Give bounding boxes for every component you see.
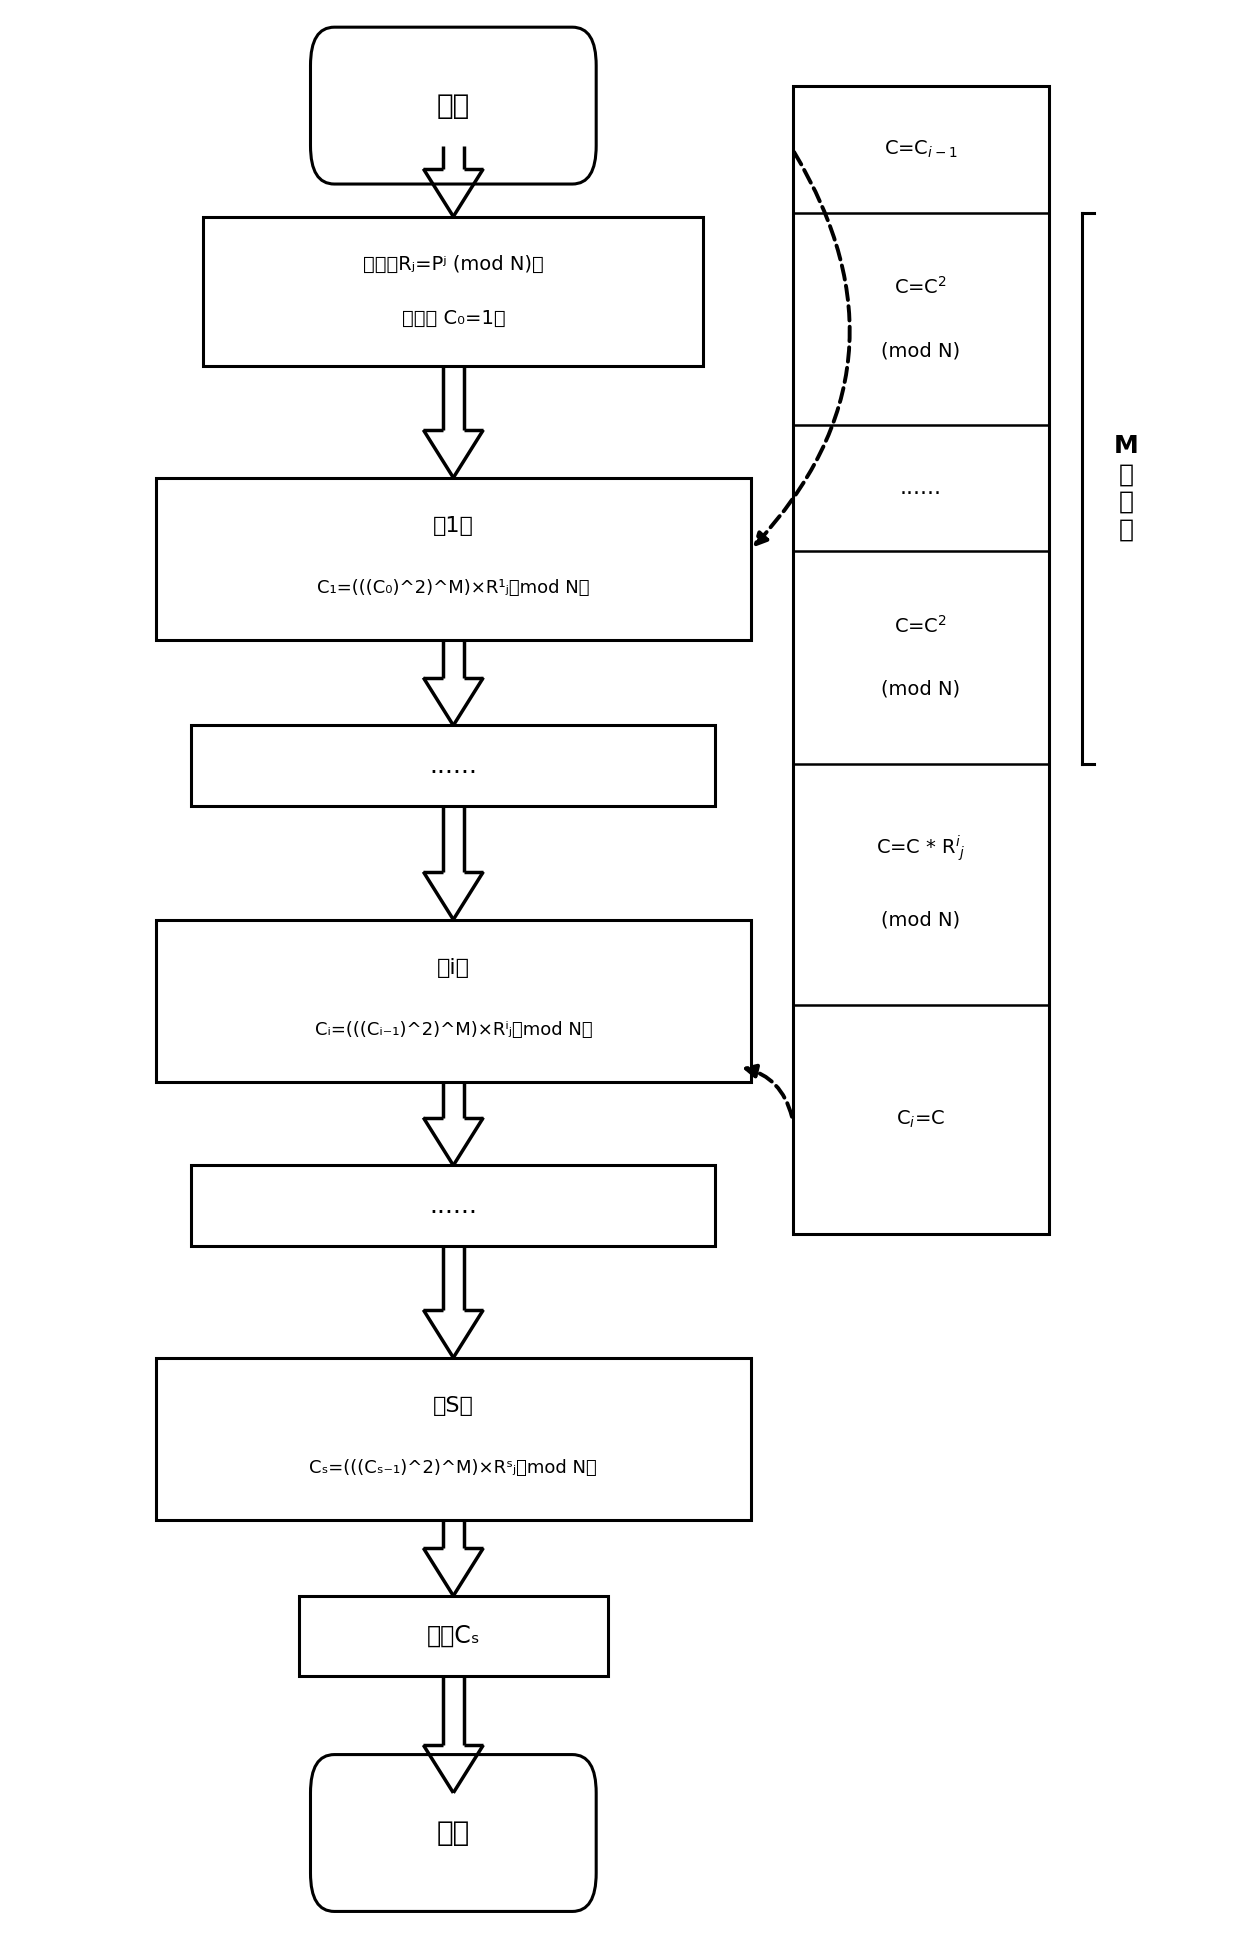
Text: (mod N): (mod N) [880,679,960,699]
Bar [191,726,715,806]
Text: C₁=(((C₀)^2)^M)×R¹ⱼ（mod N）: C₁=(((C₀)^2)^M)×R¹ⱼ（mod N） [317,580,589,597]
Text: 第i轮: 第i轮 [436,958,470,978]
FancyBboxPatch shape [310,1755,596,1911]
Bar [299,1597,608,1677]
Text: 开始: 开始 [436,92,470,119]
Bar [156,478,751,640]
Bar [156,1359,751,1521]
Text: 第1轮: 第1轮 [433,517,474,537]
Text: 第S轮: 第S轮 [433,1396,474,1417]
FancyArrowPatch shape [746,1066,792,1117]
Text: Cₛ=(((Cₛ₋₁)^2)^M)×Rˢⱼ（mod N）: Cₛ=(((Cₛ₋₁)^2)^M)×Rˢⱼ（mod N） [310,1460,598,1478]
Text: Cᵢ=(((Cᵢ₋₁)^2)^M)×Rⁱⱼ（mod N）: Cᵢ=(((Cᵢ₋₁)^2)^M)×Rⁱⱼ（mod N） [315,1021,593,1038]
Text: C=C * R$^i$$_j$: C=C * R$^i$$_j$ [875,834,966,863]
Bar [156,919,751,1081]
Text: (mod N): (mod N) [880,912,960,929]
Text: C$_i$=C: C$_i$=C [897,1109,945,1130]
Text: ......: ...... [899,478,941,498]
Text: ......: ...... [429,753,477,777]
Text: 结束: 结束 [436,1819,470,1847]
Text: C=C$^2$: C=C$^2$ [894,615,947,636]
Bar [792,86,1049,1234]
Text: C=C$_{i-1}$: C=C$_{i-1}$ [884,139,957,160]
Text: 返回Cₛ: 返回Cₛ [427,1624,480,1647]
Text: (mod N): (mod N) [880,342,960,361]
FancyBboxPatch shape [310,27,596,183]
Text: 预计算Rⱼ=Pʲ (mod N)；: 预计算Rⱼ=Pʲ (mod N)； [363,256,543,273]
Text: M
次
平
方: M 次 平 方 [1114,435,1138,543]
Text: 初始化 C₀=1；: 初始化 C₀=1； [402,308,505,328]
Bar [203,217,703,365]
Text: ......: ...... [429,1193,477,1218]
FancyArrowPatch shape [756,152,849,545]
Bar [191,1165,715,1245]
Text: C=C$^2$: C=C$^2$ [894,275,947,299]
